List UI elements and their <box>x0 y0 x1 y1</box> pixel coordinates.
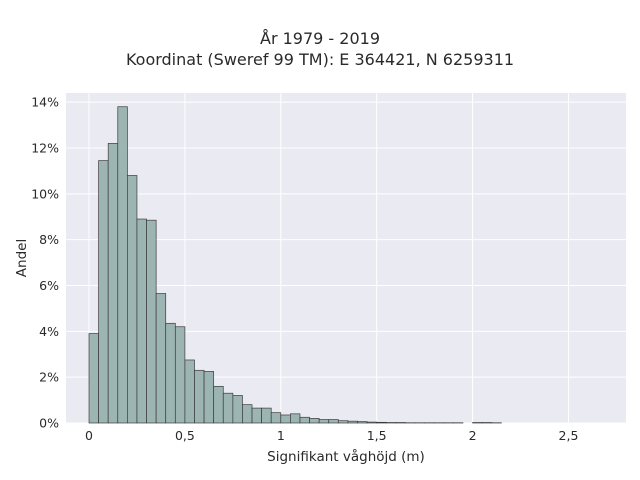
histogram-bar <box>357 421 368 424</box>
x-tick-label: 1 <box>277 428 285 443</box>
y-tick-label: 2% <box>39 370 59 385</box>
histogram-bar <box>88 333 99 424</box>
histogram-bar <box>309 418 320 424</box>
histogram-bar <box>146 219 157 424</box>
histogram-bar <box>127 175 138 424</box>
histogram-bar <box>98 160 109 424</box>
histogram-bar <box>376 421 387 424</box>
histogram-bar <box>328 419 339 424</box>
histogram-bar <box>261 407 272 424</box>
y-tick-label: 10% <box>31 186 59 201</box>
x-axis-label: Signifikant våghöjd (m) <box>267 448 425 465</box>
chart-title-line-1: År 1979 - 2019 <box>260 29 380 48</box>
histogram-bar <box>136 218 147 424</box>
y-tick-label: 8% <box>39 232 59 247</box>
x-tick-label: 0 <box>85 428 93 443</box>
histogram-bar <box>318 419 330 424</box>
histogram-bar <box>117 106 128 424</box>
y-axis-label: Andel <box>14 239 30 277</box>
histogram-bar <box>222 392 234 424</box>
histogram-bar <box>242 404 253 424</box>
histogram-bar <box>251 407 262 424</box>
chart-title-line-2: Koordinat (Sweref 99 TM): E 364421, N 62… <box>125 50 515 69</box>
histogram-bar <box>107 143 119 424</box>
y-tick-label: 6% <box>39 278 59 293</box>
histogram-bar <box>194 369 205 424</box>
histogram-bar <box>155 293 167 424</box>
histogram-bar <box>270 412 282 424</box>
histogram-bar <box>347 420 358 424</box>
histogram-bar <box>280 414 291 424</box>
x-tick-label: 1,5 <box>367 428 387 443</box>
histogram-bar <box>232 395 243 424</box>
y-tick-label: 12% <box>31 141 59 156</box>
histogram-bar <box>290 413 301 424</box>
histogram-bar <box>165 322 176 424</box>
y-tick-label: 0% <box>39 416 59 431</box>
histogram-bar <box>184 359 195 424</box>
histogram-bar <box>299 416 310 424</box>
histogram-bar <box>366 421 378 424</box>
x-tick-label: 2,5 <box>559 428 579 443</box>
y-tick-label: 14% <box>31 95 59 110</box>
x-tick-label: 0,5 <box>175 428 195 443</box>
y-tick-label: 4% <box>39 324 59 339</box>
histogram-bar <box>213 385 224 424</box>
x-tick-label: 2 <box>469 428 477 443</box>
histogram-bar <box>174 326 186 424</box>
histogram-bar <box>337 420 349 424</box>
histogram-bar <box>203 371 215 424</box>
